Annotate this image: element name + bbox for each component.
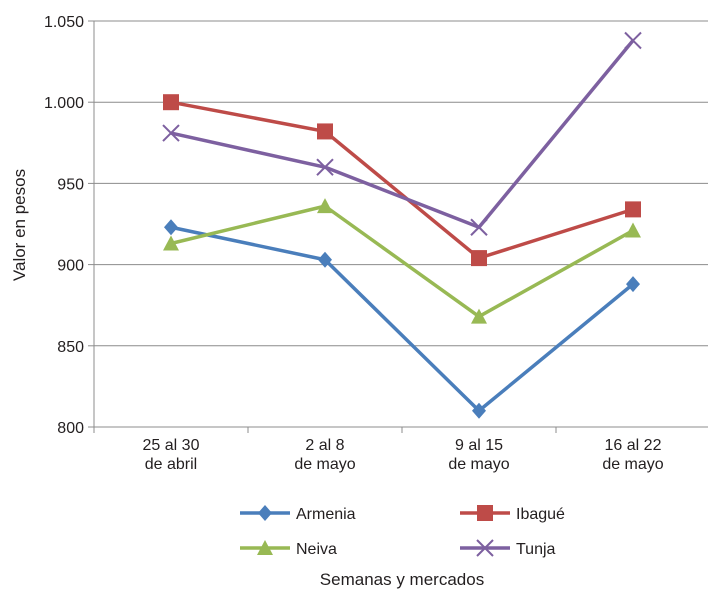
legend: Armenia Ibagué Neiva Tunja bbox=[240, 505, 565, 558]
data-point bbox=[258, 505, 272, 521]
data-point bbox=[163, 94, 179, 110]
data-point bbox=[625, 32, 641, 48]
legend-item: Armenia bbox=[240, 505, 356, 523]
data-point bbox=[625, 222, 641, 237]
x-tick-label: 25 al 30 bbox=[143, 437, 200, 454]
x-tick-label: 16 al 22 bbox=[605, 437, 662, 454]
x-tick-label: de mayo bbox=[448, 456, 509, 473]
series-line bbox=[171, 40, 633, 227]
legend-label: Tunja bbox=[516, 541, 556, 558]
series-tunja bbox=[163, 32, 641, 235]
data-point bbox=[317, 123, 333, 139]
y-axis-ticks: 800 850 900 950 1.000 1.050 bbox=[44, 14, 94, 437]
y-axis-title: Valor en pesos bbox=[10, 169, 29, 281]
data-point bbox=[317, 198, 333, 213]
legend-label: Neiva bbox=[296, 541, 337, 558]
data-point bbox=[477, 505, 493, 521]
data-point bbox=[471, 250, 487, 266]
series-lines bbox=[163, 32, 641, 418]
x-axis-title: Semanas y mercados bbox=[320, 570, 484, 589]
y-tick-label: 950 bbox=[57, 176, 84, 193]
legend-label: Armenia bbox=[296, 506, 356, 523]
x-tick-label: 2 al 8 bbox=[305, 437, 344, 454]
data-point bbox=[471, 219, 487, 235]
legend-item: Neiva bbox=[240, 540, 337, 558]
x-tick-label: de mayo bbox=[294, 456, 355, 473]
y-tick-label: 1.000 bbox=[44, 95, 84, 112]
y-tick-label: 850 bbox=[57, 339, 84, 356]
series-neiva bbox=[163, 198, 641, 323]
x-tick-label: 9 al 15 bbox=[455, 437, 503, 454]
legend-item: Tunja bbox=[460, 540, 556, 558]
data-point bbox=[164, 219, 178, 235]
legend-label: Ibagué bbox=[516, 506, 565, 523]
series-armenia bbox=[164, 219, 640, 419]
x-tick-label: de mayo bbox=[602, 456, 663, 473]
y-tick-label: 800 bbox=[57, 420, 84, 437]
y-tick-label: 900 bbox=[57, 258, 84, 275]
gridlines bbox=[94, 21, 708, 427]
x-axis-ticks: 25 al 30 de abril 2 al 8 de mayo 9 al 15 de m… bbox=[94, 427, 708, 473]
legend-item: Ibagué bbox=[460, 505, 565, 523]
x-tick-label: de abril bbox=[145, 456, 197, 473]
series-line bbox=[171, 206, 633, 316]
series-line bbox=[171, 227, 633, 411]
y-tick-label: 1.050 bbox=[44, 14, 84, 31]
data-point bbox=[625, 201, 641, 217]
